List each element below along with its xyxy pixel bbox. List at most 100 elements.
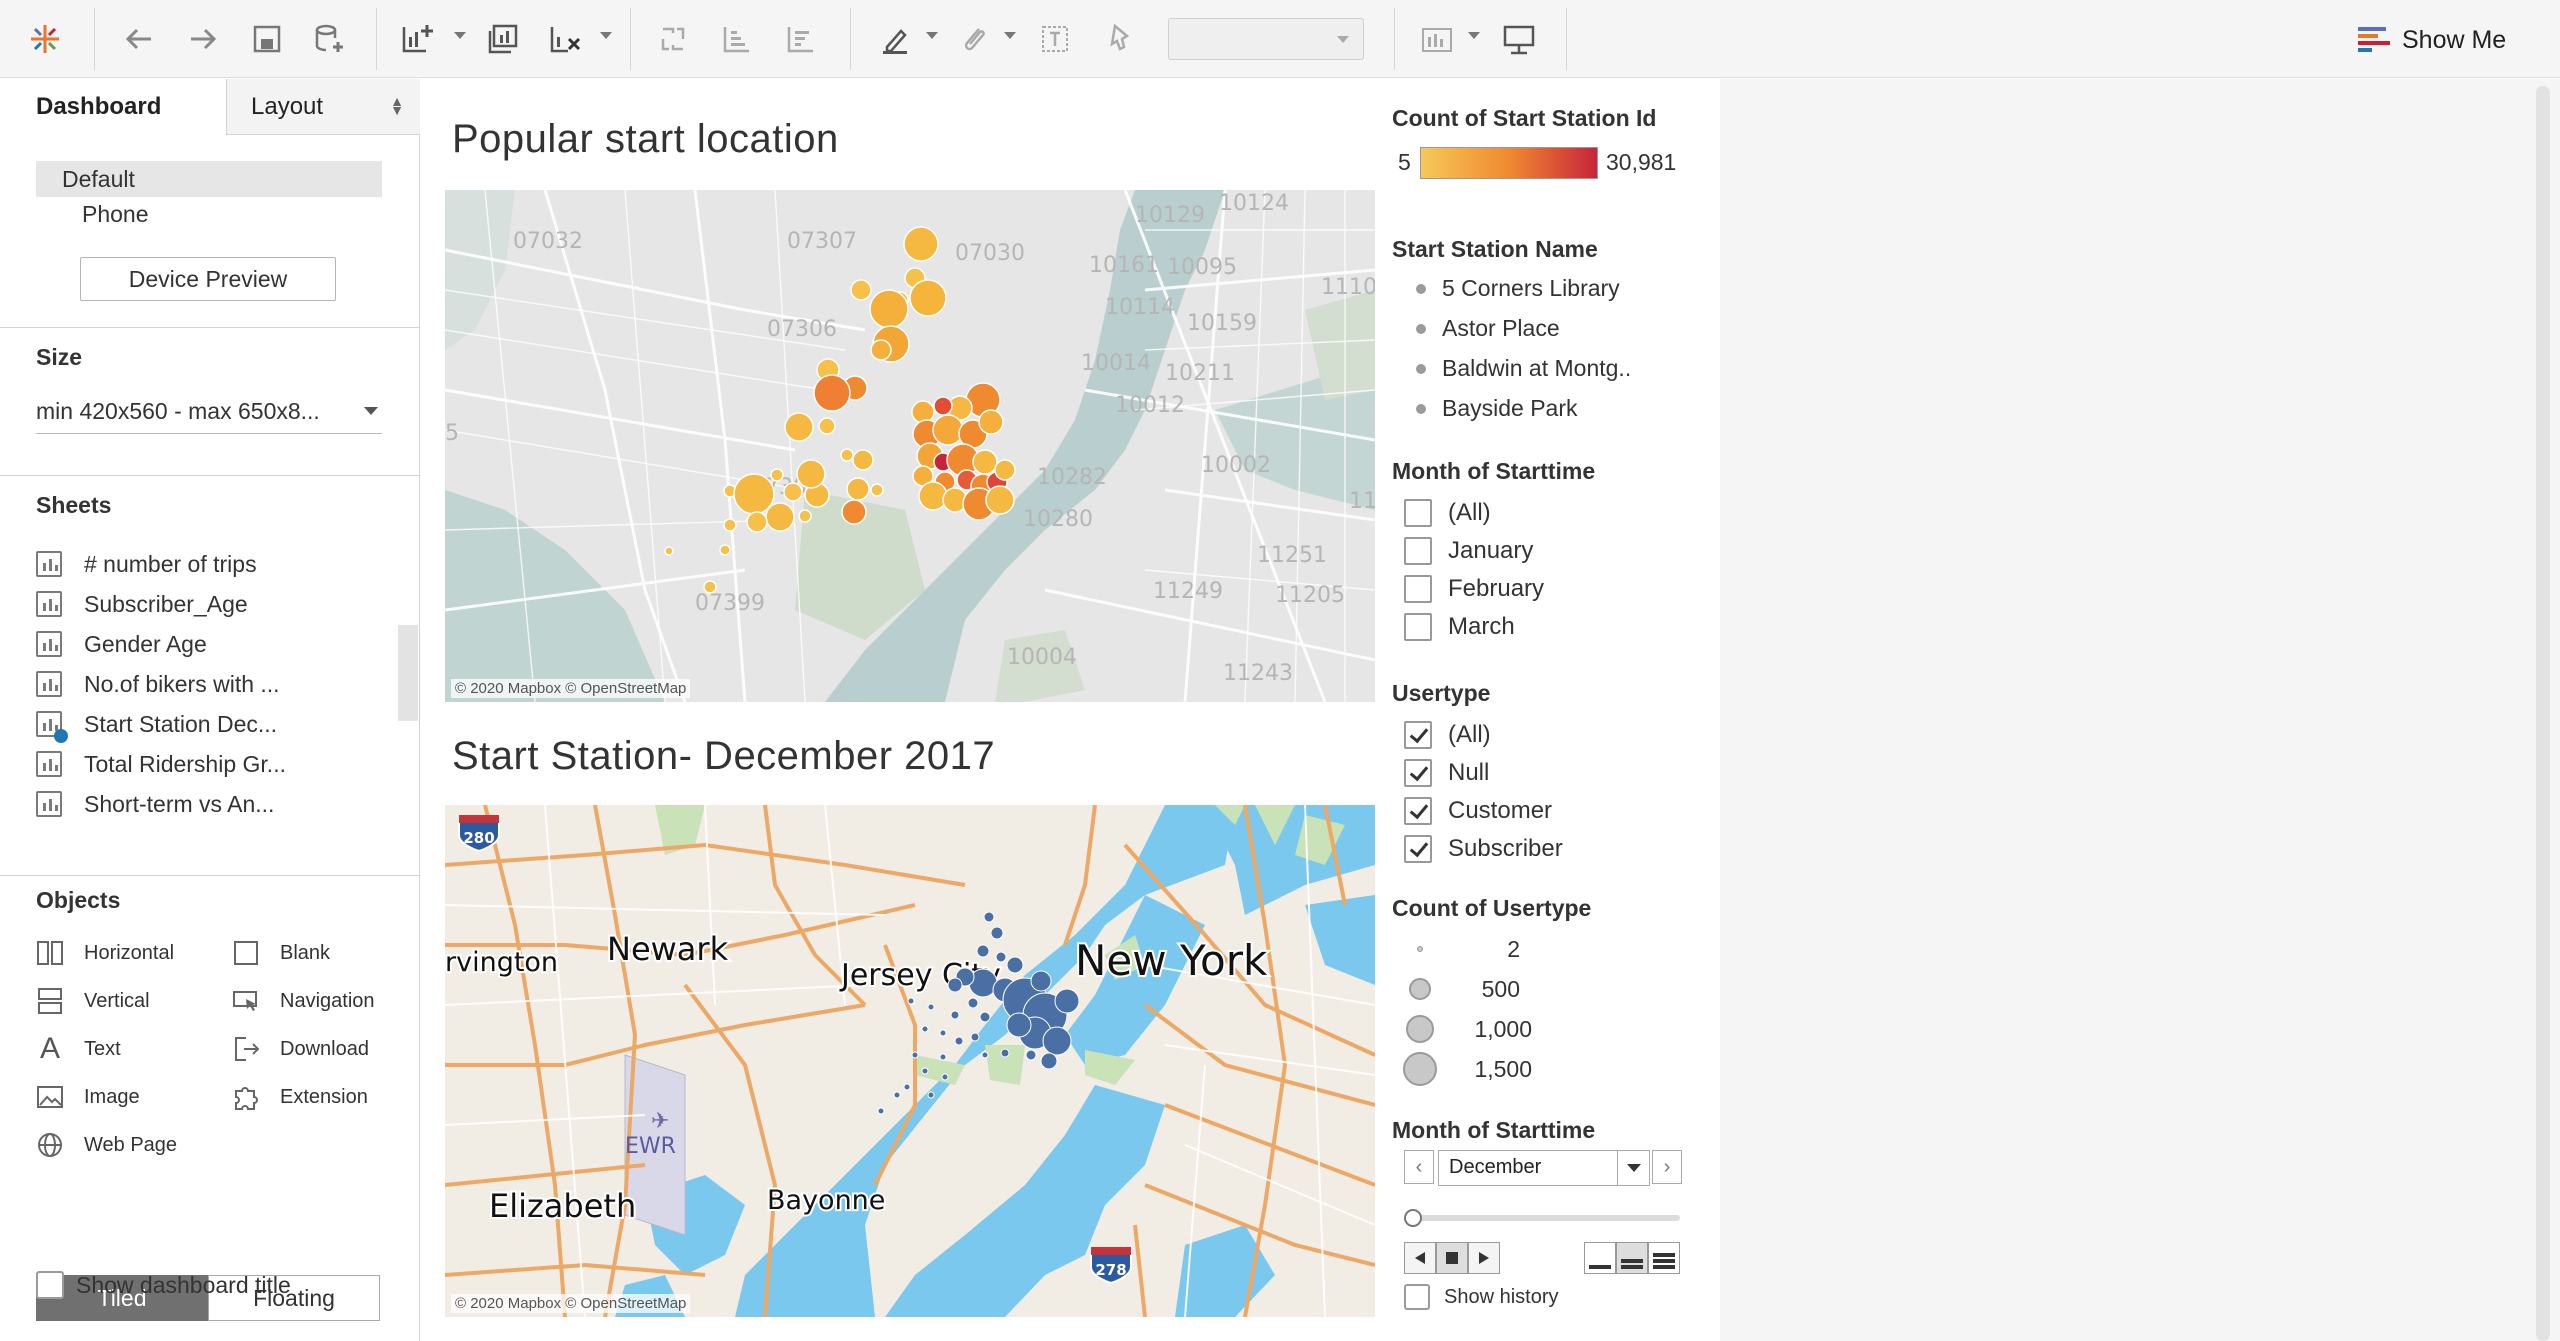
highlight-dropdown[interactable] xyxy=(926,32,938,39)
checkbox[interactable] xyxy=(1404,537,1432,565)
object-vertical[interactable]: Vertical xyxy=(36,985,150,1017)
tableau-logo-icon[interactable] xyxy=(22,16,68,62)
speed-slow-button[interactable] xyxy=(1584,1242,1616,1274)
device-phone[interactable]: Phone xyxy=(82,201,149,227)
object-download[interactable]: Download xyxy=(232,1033,369,1065)
text-icon: A xyxy=(39,1032,60,1065)
duplicate-sheet-icon[interactable] xyxy=(480,16,526,62)
checkbox-checked[interactable] xyxy=(1404,721,1432,749)
page-slider-thumb[interactable] xyxy=(1404,1209,1422,1227)
page-prev-button[interactable]: ‹ xyxy=(1404,1150,1434,1184)
station-legend-item[interactable]: Baldwin at Montg.. xyxy=(1416,355,1631,382)
show-dashboard-title-checkbox[interactable] xyxy=(36,1271,64,1299)
object-horizontal[interactable]: Horizontal xyxy=(36,937,174,969)
highlight-icon[interactable] xyxy=(872,16,918,62)
sort-ascending-icon[interactable] xyxy=(714,16,760,62)
month-page-dropdown[interactable]: December xyxy=(1438,1150,1650,1186)
presentation-mode-icon[interactable] xyxy=(1496,16,1542,62)
worksheet-icon xyxy=(36,791,62,817)
checkbox[interactable] xyxy=(1404,499,1432,527)
object-blank[interactable]: Blank xyxy=(232,937,330,969)
sort-descending-icon[interactable] xyxy=(778,16,824,62)
tab-layout[interactable]: Layout ▲ ▼ xyxy=(226,79,420,135)
speed-medium-button[interactable] xyxy=(1616,1242,1648,1274)
device-default[interactable]: Default xyxy=(36,161,382,197)
blank-icon xyxy=(232,939,260,967)
checkbox-checked[interactable] xyxy=(1404,759,1432,787)
show-cards-dropdown[interactable] xyxy=(1468,32,1480,39)
usertype-item[interactable]: Customer xyxy=(1404,795,1552,827)
sheet-item[interactable]: Subscriber_Age xyxy=(36,585,396,623)
popular-start-map[interactable]: 07032 07307 07030 10129 10124 10161 1009… xyxy=(445,190,1375,702)
size-dropdown[interactable]: min 420x560 - max 650x8... xyxy=(36,390,382,434)
station-legend-item[interactable]: Astor Place xyxy=(1416,315,1560,342)
stop-button[interactable] xyxy=(1436,1242,1468,1274)
navigation-icon xyxy=(232,987,260,1015)
station-dot xyxy=(911,1051,919,1059)
show-history-checkbox[interactable] xyxy=(1404,1284,1430,1310)
month-filter-item[interactable]: January xyxy=(1404,535,1533,567)
play-forward-button[interactable] xyxy=(1468,1242,1500,1274)
object-web-page[interactable]: Web Page xyxy=(36,1129,177,1161)
station-dot xyxy=(979,1011,991,1023)
sheet-item[interactable]: Start Station Dec... xyxy=(36,705,396,743)
month-filter-item[interactable]: March xyxy=(1404,611,1515,643)
new-data-source-icon[interactable] xyxy=(306,16,352,62)
zip-label: 5 xyxy=(445,421,459,446)
checkbox[interactable] xyxy=(1404,613,1432,641)
month-filter-item[interactable]: (All) xyxy=(1404,497,1491,529)
station-dot xyxy=(954,1036,964,1046)
new-worksheet-icon[interactable] xyxy=(394,16,440,62)
floating-toggle[interactable]: Floating xyxy=(208,1275,380,1321)
group-members-icon[interactable] xyxy=(952,16,998,62)
show-cards-icon[interactable] xyxy=(1414,16,1460,62)
checkbox-checked[interactable] xyxy=(1404,835,1432,863)
sheet-item[interactable]: Short-term vs An... xyxy=(36,785,396,823)
save-icon[interactable] xyxy=(244,16,290,62)
swap-rows-columns-icon[interactable] xyxy=(650,16,696,62)
station-dot xyxy=(976,944,990,958)
play-backward-button[interactable] xyxy=(1404,1242,1436,1274)
clear-sheet-icon[interactable] xyxy=(542,16,588,62)
zip-label: 10280 xyxy=(1023,507,1093,532)
station-dot xyxy=(903,1083,911,1091)
device-preview-button[interactable]: Device Preview xyxy=(80,257,336,301)
object-text[interactable]: A Text xyxy=(36,1032,121,1065)
object-image[interactable]: Image xyxy=(36,1081,140,1113)
show-labels-icon[interactable] xyxy=(1032,16,1078,62)
group-dropdown[interactable] xyxy=(1004,32,1016,39)
sheet-item[interactable]: Gender Age xyxy=(36,625,396,663)
vertical-scrollbar[interactable] xyxy=(2536,86,2550,1341)
show-me-button[interactable]: Show Me xyxy=(2358,20,2506,60)
color-legend-max: 30,981 xyxy=(1606,149,1677,175)
station-legend-item[interactable]: 5 Corners Library xyxy=(1416,275,1620,302)
usertype-item[interactable]: Null xyxy=(1404,757,1489,789)
sheet-item[interactable]: # number of trips xyxy=(36,545,396,583)
tab-dashboard[interactable]: Dashboard xyxy=(0,79,226,135)
station-bubble xyxy=(664,546,674,556)
clear-sheet-dropdown[interactable] xyxy=(600,32,612,39)
object-extension[interactable]: Extension xyxy=(232,1081,368,1113)
page-next-button[interactable]: › xyxy=(1652,1150,1682,1184)
station-legend-item[interactable]: Bayside Park xyxy=(1416,395,1578,422)
checkbox-checked[interactable] xyxy=(1404,797,1432,825)
checkbox[interactable] xyxy=(1404,575,1432,603)
start-station-december-map[interactable]: ✈ xyxy=(445,805,1375,1317)
speed-fast-button[interactable] xyxy=(1648,1242,1680,1274)
page-slider-track[interactable] xyxy=(1410,1215,1680,1221)
tiled-toggle[interactable]: Tiled xyxy=(36,1275,208,1321)
redo-icon[interactable] xyxy=(180,16,226,62)
usertype-item[interactable]: (All) xyxy=(1404,719,1491,751)
fix-axes-icon[interactable] xyxy=(1096,16,1142,62)
fit-selector[interactable] xyxy=(1168,18,1364,60)
sheet-item[interactable]: No.of bikers with ... xyxy=(36,665,396,703)
sheet-item[interactable]: Total Ridership Gr... xyxy=(36,745,396,783)
month-filter-item[interactable]: February xyxy=(1404,573,1544,605)
sheets-scrollbar[interactable] xyxy=(398,625,418,721)
month-filter-list[interactable]: (All) January February March xyxy=(1400,497,1620,659)
usertype-item[interactable]: Subscriber xyxy=(1404,833,1563,865)
zip-label: 07032 xyxy=(513,229,583,254)
object-navigation[interactable]: Navigation xyxy=(232,985,375,1017)
undo-icon[interactable] xyxy=(116,16,162,62)
new-worksheet-dropdown[interactable] xyxy=(454,32,466,39)
